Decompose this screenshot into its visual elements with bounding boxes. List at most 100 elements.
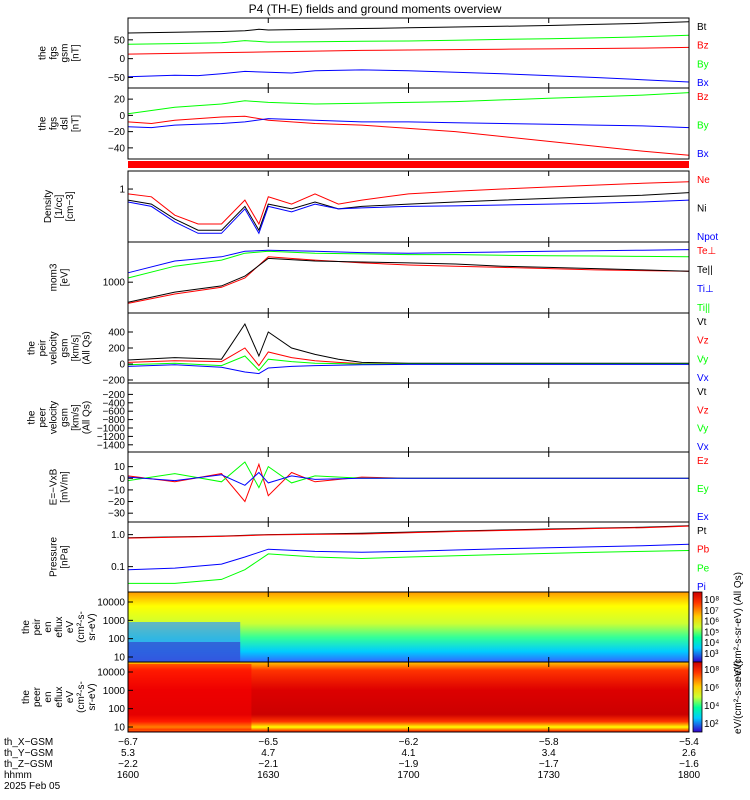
series-line-Bz bbox=[127, 46, 690, 55]
legend-Te||: Te|| bbox=[697, 265, 713, 276]
panel-p5: Vt Vz Vy Vx 400 200 0 −200 the peir velocity gsm [km… bbox=[27, 312, 709, 387]
y-tick-label: −10 bbox=[108, 485, 125, 496]
y-tick-label: 1000 bbox=[103, 686, 126, 697]
colorbar-tick-label: 10⁷ bbox=[704, 606, 719, 617]
legend-Vx: Vx bbox=[697, 442, 709, 453]
legend-By: By bbox=[697, 59, 709, 70]
ephemeris-value: 1730 bbox=[538, 770, 561, 781]
series-line-Bx bbox=[127, 69, 690, 83]
colorbar-tick-label: 10⁵ bbox=[704, 627, 719, 638]
series-line-Ti⊥ bbox=[127, 249, 690, 274]
y-tick-label: 400 bbox=[108, 328, 125, 339]
y-axis-label-line: eflux bbox=[54, 616, 65, 637]
ephemeris-label: hhmm bbox=[4, 770, 32, 781]
ephemeris-label: th_Y−GSM bbox=[4, 748, 53, 759]
legend-Bx: Bx bbox=[697, 78, 709, 89]
series-line-Vy bbox=[127, 355, 689, 372]
panel-p7: Ez Ey Ex 100−10−20−30 E=−VxB [mV/m] bbox=[49, 451, 709, 523]
y-axis-label-line: sr-eV) bbox=[87, 683, 98, 710]
series-line-Pe bbox=[128, 550, 690, 584]
colorbar-tick-label: 10⁸ bbox=[704, 595, 719, 606]
legend-Pe: Pe bbox=[697, 563, 710, 574]
panel-frame bbox=[127, 241, 690, 314]
legend-Pb: Pb bbox=[697, 545, 710, 556]
ephemeris-value: −5.8 bbox=[539, 737, 559, 748]
series-line-Npot bbox=[127, 199, 690, 235]
legend-Pt: Pt bbox=[697, 526, 707, 537]
legend-Ni: Ni bbox=[697, 204, 706, 215]
y-axis-label-line: peer bbox=[32, 686, 43, 707]
series-line-Te|| bbox=[127, 257, 690, 303]
y-tick-label: 10 bbox=[114, 723, 126, 734]
y-tick-label: 10 bbox=[114, 653, 126, 664]
y-axis-label-line: Density bbox=[43, 190, 54, 223]
y-axis-label-line: eflux bbox=[54, 686, 65, 707]
y-axis-label-line: [eV] bbox=[60, 268, 71, 286]
legend-Vy: Vy bbox=[697, 354, 708, 365]
legend-Bz: Bz bbox=[697, 92, 709, 103]
series-line-By bbox=[127, 34, 690, 45]
ephemeris-value: −6.5 bbox=[258, 737, 278, 748]
series-line-Bz bbox=[127, 115, 690, 156]
y-axis-label-line: the bbox=[38, 116, 49, 130]
y-tick-label: −1400 bbox=[97, 440, 126, 451]
ephemeris-value: 1630 bbox=[257, 770, 280, 781]
series-line-Vx bbox=[127, 363, 689, 375]
panel-frame bbox=[127, 451, 690, 523]
series-line-Pi bbox=[127, 543, 690, 571]
ephemeris-value: 2.6 bbox=[682, 748, 696, 759]
y-tick-label: −30 bbox=[108, 509, 125, 520]
legend-Bt: Bt bbox=[697, 22, 707, 33]
y-tick-label: 10000 bbox=[97, 598, 125, 609]
ephemeris-label: th_X−GSM bbox=[4, 737, 53, 748]
ephemeris-date: 2025 Feb 05 bbox=[4, 781, 61, 792]
y-axis-label-line: the bbox=[21, 690, 32, 704]
colorbar-tick-label: 10⁴ bbox=[704, 701, 719, 712]
y-axis-label-line: eV bbox=[65, 691, 76, 704]
y-axis-label-line: en bbox=[43, 621, 54, 632]
y-axis-label-line: peer bbox=[38, 407, 49, 428]
y-axis-label-line: fgs bbox=[49, 46, 60, 59]
y-axis-label-line: gsm bbox=[60, 44, 71, 63]
y-tick-label: 1000 bbox=[103, 616, 126, 627]
legend-Npot: Npot bbox=[697, 232, 718, 243]
y-tick-label: 0 bbox=[119, 54, 125, 65]
y-axis-label-line: (All Qs) bbox=[82, 331, 93, 364]
y-axis-label-line: mom3 bbox=[49, 263, 60, 291]
colorbar bbox=[692, 591, 703, 663]
series-line-Vt bbox=[127, 322, 689, 364]
y-axis-label-line: [km/s] bbox=[71, 334, 82, 361]
panel-p3: Ne Ni Npot 1 Density [1/cc] [cm−3] bbox=[43, 170, 718, 243]
y-axis-label-line: [cm−3] bbox=[65, 191, 76, 222]
y-tick-label: 200 bbox=[108, 344, 125, 355]
y-axis-label-line: the bbox=[21, 620, 32, 634]
y-axis-label-line: (cm²-s- bbox=[76, 681, 87, 713]
panel-frame bbox=[127, 382, 690, 453]
y-tick-label: 0 bbox=[119, 360, 125, 371]
ephemeris-value: 4.1 bbox=[402, 748, 416, 759]
legend-Pi: Pi bbox=[697, 582, 706, 593]
y-tick-label: −600 bbox=[102, 407, 125, 418]
ephemeris-value: −6.7 bbox=[118, 737, 138, 748]
series-line-Ti|| bbox=[127, 250, 690, 279]
ephemeris-value: −6.2 bbox=[399, 737, 419, 748]
y-tick-label: 100 bbox=[108, 704, 125, 715]
y-axis-label-line: the bbox=[38, 46, 49, 60]
y-tick-label: 0 bbox=[119, 111, 125, 122]
ephemeris-value: 3.4 bbox=[542, 748, 556, 759]
colorbar-tick-label: 10⁶ bbox=[704, 617, 719, 628]
y-tick-label: 50 bbox=[114, 35, 126, 46]
y-axis-label-line: [nPa] bbox=[60, 545, 71, 569]
legend-Vy: Vy bbox=[697, 424, 708, 435]
series-line-Bx bbox=[127, 118, 690, 129]
legend-Ti||: Ti|| bbox=[697, 303, 710, 314]
y-axis-label-line: the bbox=[27, 341, 38, 355]
series-line-Ez bbox=[127, 462, 689, 503]
legend-Vt: Vt bbox=[697, 317, 707, 328]
panel-p2: Bz By Bx 20 0 −20 −40 the fgs dsl [nT] bbox=[38, 87, 709, 160]
y-axis-label-line: eV bbox=[65, 621, 76, 634]
y-tick-label: −400 bbox=[102, 398, 125, 409]
y-axis-label-line: gsm bbox=[60, 408, 71, 427]
y-axis-label-line: en bbox=[43, 691, 54, 702]
